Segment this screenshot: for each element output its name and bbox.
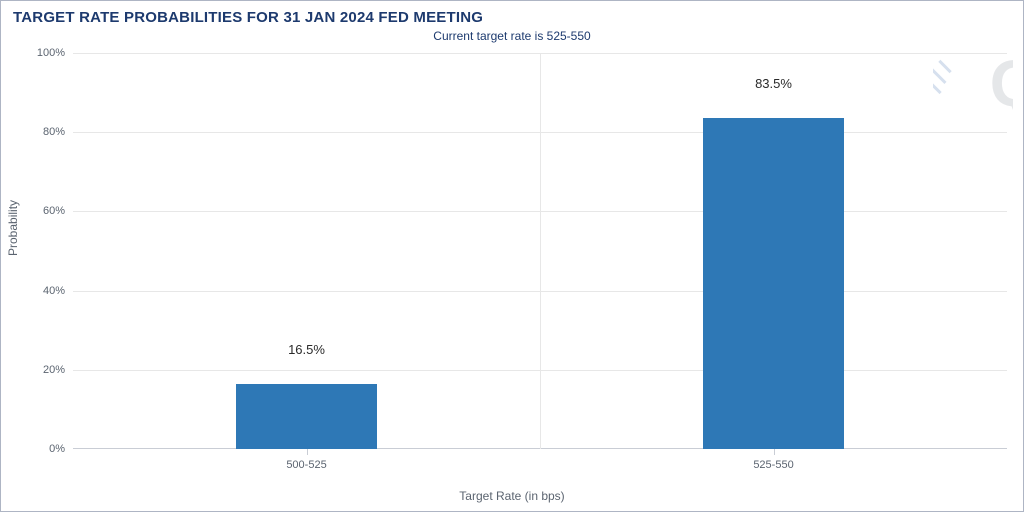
y-axis-title: Probability bbox=[6, 200, 20, 256]
x-tick-label: 500-525 bbox=[286, 459, 326, 471]
y-tick-label: 20% bbox=[43, 364, 65, 376]
bar-value-label: 16.5% bbox=[288, 342, 325, 363]
bar bbox=[703, 118, 843, 449]
x-axis-title: Target Rate (in bps) bbox=[1, 489, 1023, 503]
y-tick-label: 60% bbox=[43, 205, 65, 217]
y-tick-label: 40% bbox=[43, 285, 65, 297]
y-tick-label: 0% bbox=[49, 443, 65, 455]
x-tick-mark bbox=[307, 449, 308, 455]
chart-frame: TARGET RATE PROBABILITIES FOR 31 JAN 202… bbox=[0, 0, 1024, 512]
y-tick-label: 80% bbox=[43, 126, 65, 138]
bar bbox=[236, 384, 376, 449]
chart-subtitle: Current target rate is 525-550 bbox=[1, 29, 1023, 43]
chart-title: TARGET RATE PROBABILITIES FOR 31 JAN 202… bbox=[13, 9, 483, 26]
category-divider bbox=[540, 53, 541, 449]
bar-value-label: 83.5% bbox=[755, 76, 792, 97]
x-tick-label: 525-550 bbox=[753, 459, 793, 471]
plot-area: 0%20%40%60%80%100%16.5%500-52583.5%525-5… bbox=[73, 53, 1007, 449]
x-tick-mark bbox=[774, 449, 775, 455]
y-tick-label: 100% bbox=[37, 47, 65, 59]
